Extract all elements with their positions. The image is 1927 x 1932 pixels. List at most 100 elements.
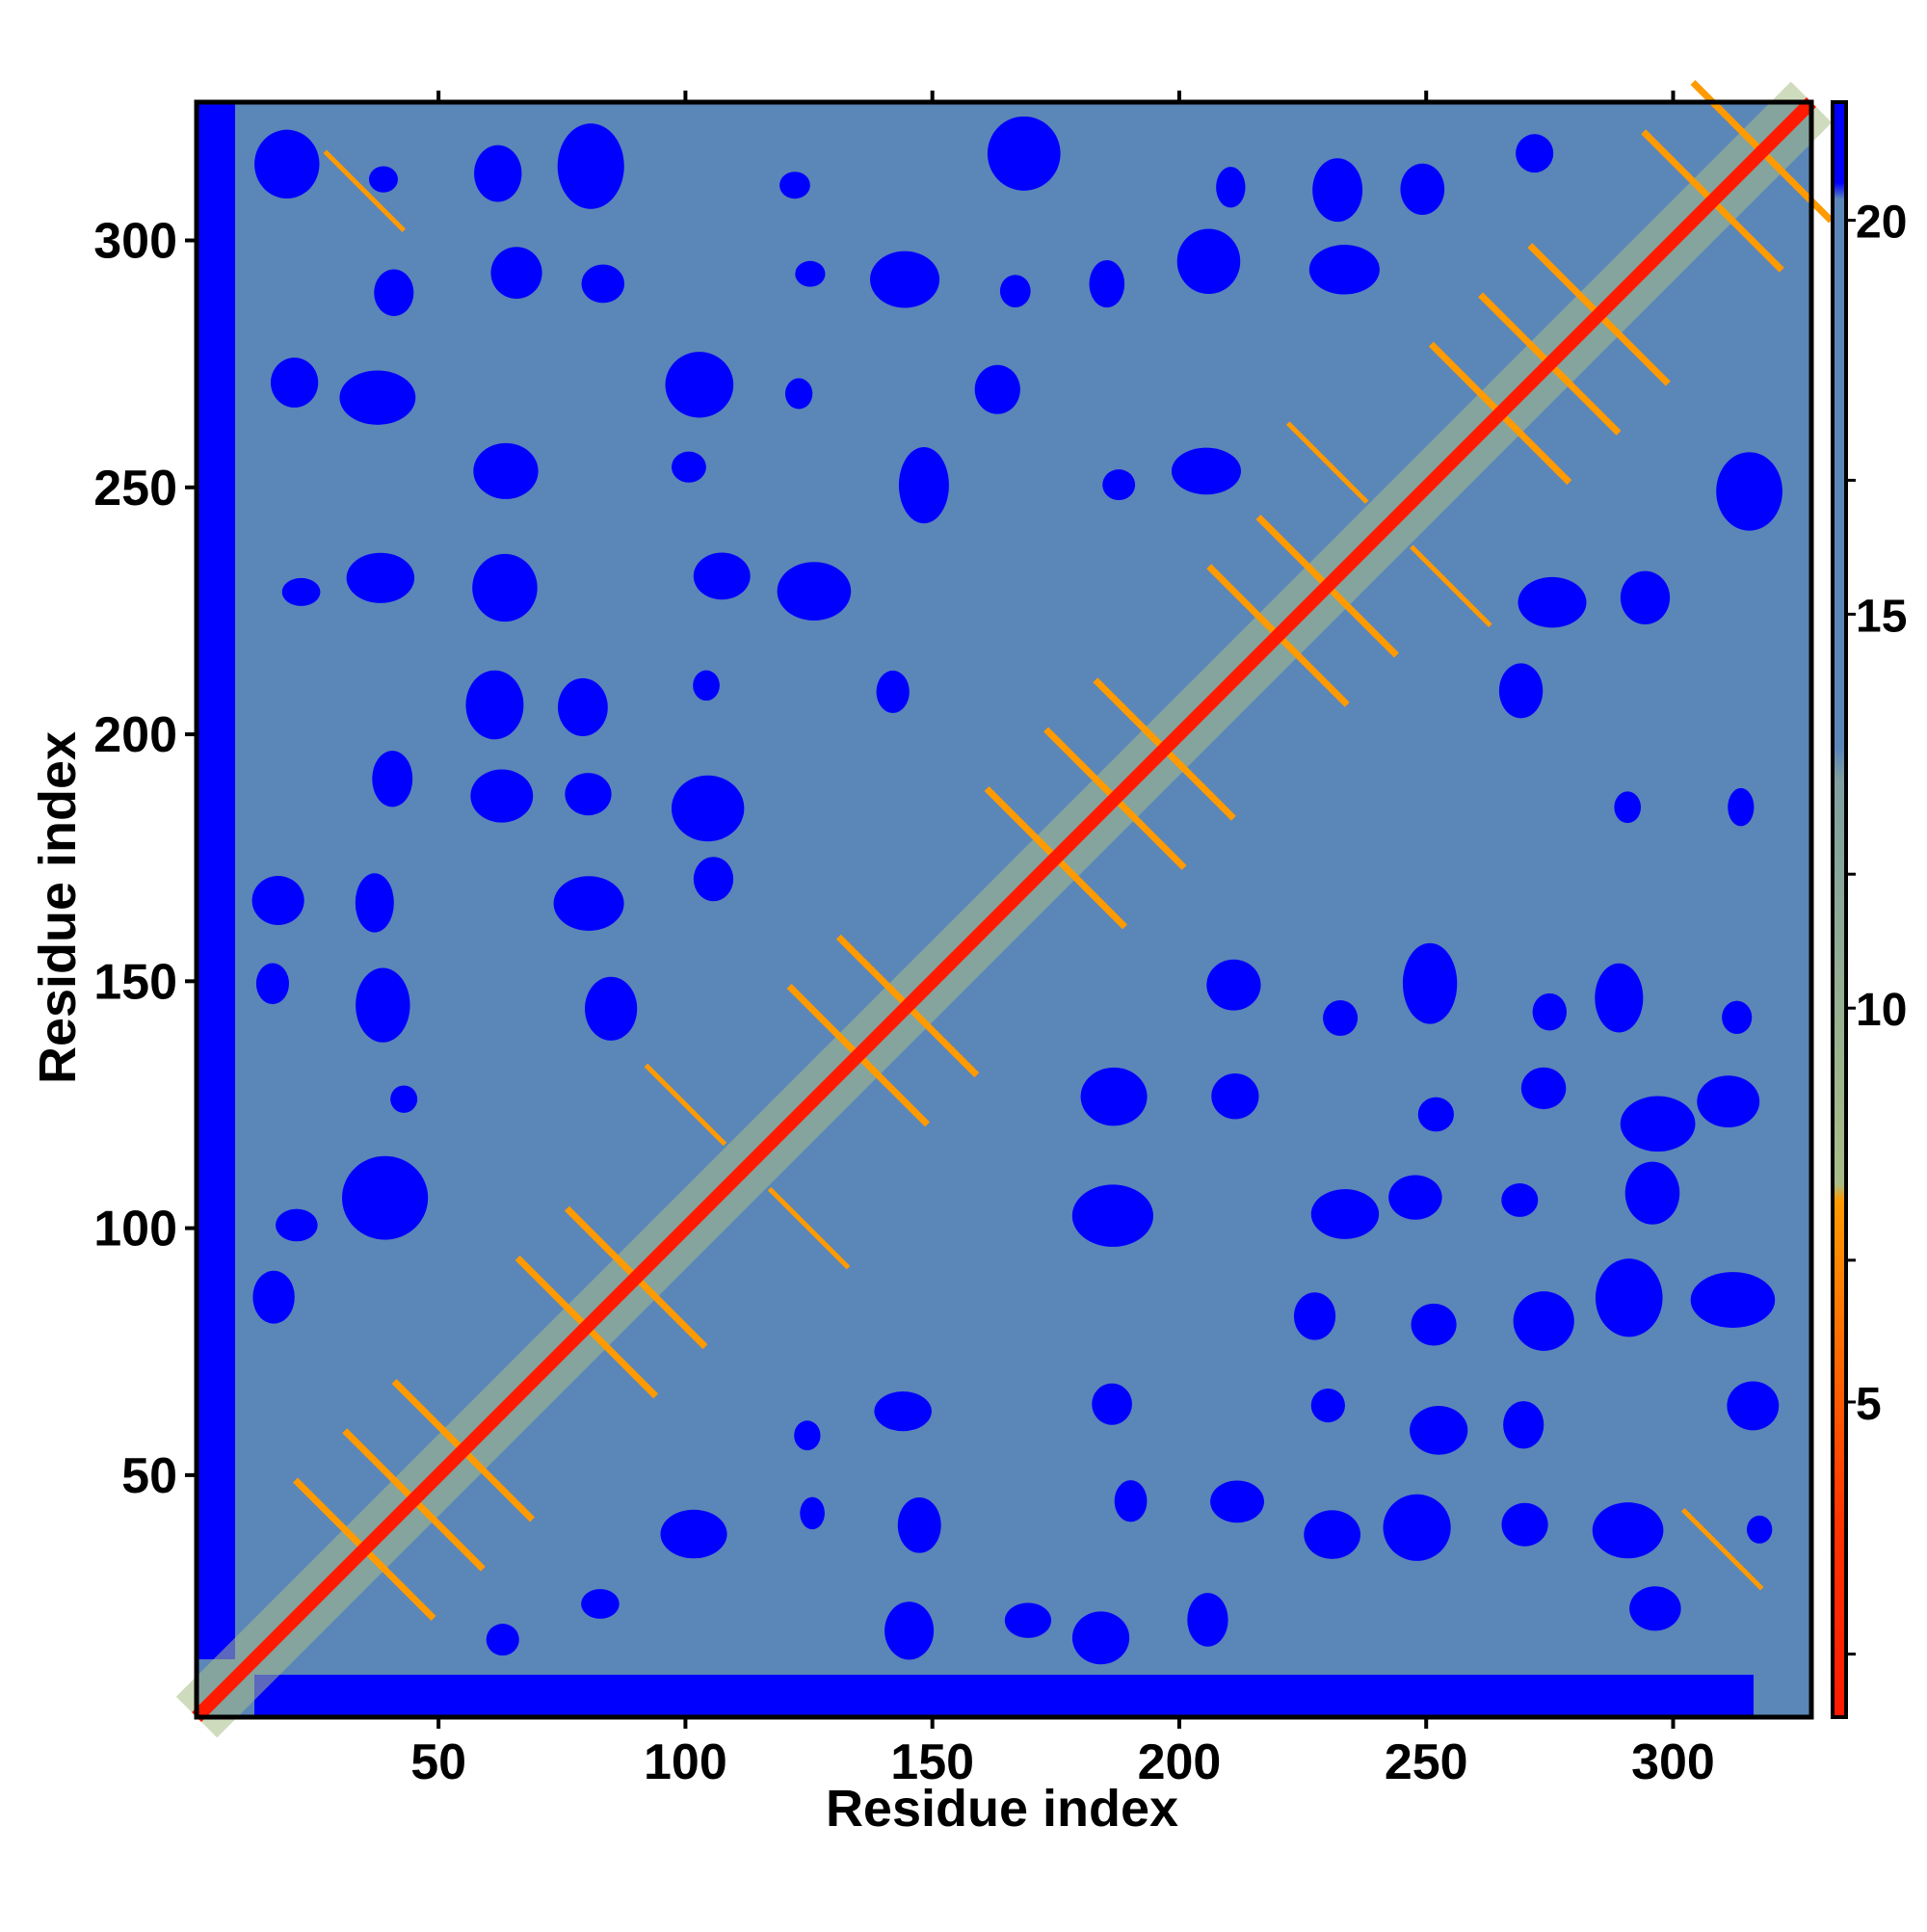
offdiagonal-contact xyxy=(1410,544,1492,628)
far-blob xyxy=(1518,576,1587,628)
far-blob xyxy=(1498,663,1544,719)
far-blob xyxy=(1004,1602,1052,1638)
far-blob xyxy=(987,116,1061,191)
far-blob xyxy=(876,670,910,714)
far-blob xyxy=(1595,1258,1663,1337)
far-blob xyxy=(1417,1097,1454,1132)
far-blob xyxy=(795,260,826,287)
far-edge-band xyxy=(254,1675,1754,1717)
y-tick-label: 250 xyxy=(93,461,177,516)
far-blob xyxy=(1402,942,1458,1024)
far-blob xyxy=(1310,1388,1345,1423)
far-blob xyxy=(252,1270,295,1324)
far-blob xyxy=(1092,1383,1132,1425)
far-blob xyxy=(974,364,1020,414)
far-blob xyxy=(1503,1401,1544,1449)
far-blob xyxy=(1727,1381,1780,1431)
far-blob xyxy=(341,1155,429,1240)
far-blob xyxy=(1176,228,1241,295)
far-blob xyxy=(777,562,852,621)
far-blob xyxy=(1746,1515,1773,1544)
diagonal-contacts xyxy=(192,97,1816,1722)
far-blob xyxy=(800,1496,825,1530)
far-blob xyxy=(1595,963,1644,1033)
far-blob xyxy=(1211,1072,1259,1120)
colorbar-tick-label: 10 xyxy=(1856,985,1907,1036)
far-blob xyxy=(270,357,319,408)
far-blob xyxy=(999,275,1031,307)
colorbar-tick-label: 5 xyxy=(1856,1379,1882,1430)
far-blob xyxy=(898,446,949,524)
far-blob xyxy=(1400,163,1445,215)
x-tick-label: 50 xyxy=(410,1734,466,1790)
far-blob xyxy=(339,370,416,425)
far-blob xyxy=(1293,1292,1336,1340)
far-blob xyxy=(665,352,734,418)
far-blob xyxy=(1216,167,1246,208)
far-blob xyxy=(1728,787,1755,827)
colorbar-tick-label: 15 xyxy=(1856,591,1907,642)
colorbar: 5 10 15 20 xyxy=(1831,100,1907,1719)
far-blob xyxy=(1513,1291,1574,1351)
far-blob xyxy=(584,976,638,1041)
x-tick-label: 200 xyxy=(1138,1734,1222,1790)
far-blob xyxy=(1304,1510,1360,1559)
far-blob xyxy=(1620,570,1671,624)
axes: 50 100 150 200 250 300 50 100 150 200 250 300 xyxy=(93,91,1814,1790)
far-blob xyxy=(1071,1611,1130,1665)
heatmap-cells xyxy=(175,80,1834,1738)
far-blob xyxy=(368,166,398,193)
far-blob xyxy=(1629,1586,1681,1631)
far-blob xyxy=(1308,244,1380,295)
far-blob xyxy=(1089,260,1125,308)
offdiagonal-contact xyxy=(644,1063,727,1147)
far-blob xyxy=(779,172,810,199)
far-blob xyxy=(897,1496,941,1553)
far-blob xyxy=(558,677,608,736)
y-tick-label: 100 xyxy=(93,1202,177,1257)
far-blob xyxy=(1206,959,1261,1011)
far-blob xyxy=(472,553,538,622)
far-blob xyxy=(1722,1000,1753,1035)
x-tick-label: 250 xyxy=(1385,1734,1468,1790)
far-blob xyxy=(1620,1096,1696,1152)
far-blob xyxy=(474,145,522,202)
far-blob xyxy=(1592,1502,1664,1559)
far-edge-band xyxy=(197,102,235,1659)
far-blob xyxy=(1501,1182,1539,1217)
far-blob xyxy=(660,1509,727,1559)
offdiagonal-contact xyxy=(1285,421,1369,504)
far-blob xyxy=(346,552,415,603)
far-blob xyxy=(1187,1593,1228,1647)
x-tick-label: 150 xyxy=(890,1734,974,1790)
far-blob xyxy=(251,876,304,925)
far-blob xyxy=(276,1208,318,1242)
far-blob xyxy=(874,1391,932,1432)
far-blob xyxy=(1411,1303,1457,1346)
far-blob xyxy=(1614,791,1642,824)
far-blob xyxy=(470,769,534,823)
far-blob xyxy=(1716,452,1782,531)
far-blob xyxy=(255,963,289,1005)
x-tick-label: 300 xyxy=(1631,1734,1715,1790)
far-blob xyxy=(1071,1184,1153,1247)
far-blob xyxy=(486,1624,519,1656)
y-tick-label: 200 xyxy=(93,707,177,763)
x-axis-label: Residue index xyxy=(826,1780,1178,1838)
far-blob xyxy=(693,670,720,701)
far-blob xyxy=(1171,447,1241,495)
far-blob xyxy=(672,451,706,483)
far-blob xyxy=(1102,469,1136,501)
y-axis-label: Residue index xyxy=(29,731,87,1084)
far-blob xyxy=(355,873,394,933)
far-blob xyxy=(693,552,751,600)
offdiagonal-contact xyxy=(1680,1507,1764,1591)
far-blob xyxy=(372,751,413,807)
far-blob xyxy=(693,857,734,902)
far-blob xyxy=(1310,1189,1380,1239)
far-blob xyxy=(1080,1067,1148,1126)
far-blob xyxy=(490,247,542,300)
far-blob xyxy=(356,967,410,1043)
